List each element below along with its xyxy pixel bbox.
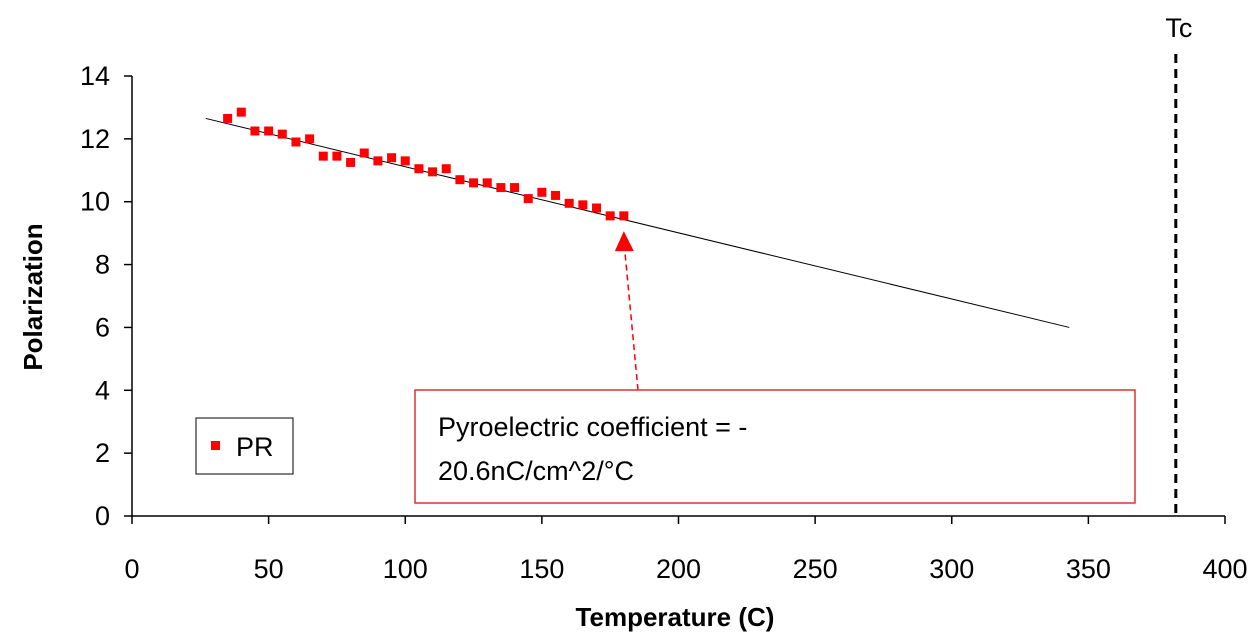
data-point — [373, 156, 383, 166]
x-axis-title: Temperature (C) — [576, 602, 775, 632]
data-point — [359, 148, 369, 158]
data-points — [223, 107, 629, 221]
y-tick-label: 8 — [95, 250, 110, 280]
x-tick-label: 0 — [124, 554, 139, 584]
data-point — [592, 203, 602, 213]
data-point — [414, 164, 424, 174]
data-point — [619, 211, 629, 221]
x-tick-label: 300 — [929, 554, 974, 584]
y-tick-label: 0 — [95, 501, 110, 531]
data-point — [400, 156, 410, 166]
annotation-arrow-head — [614, 231, 634, 252]
annotation-text-line: 20.6nC/cm^2/°C — [438, 456, 634, 486]
data-point — [332, 151, 342, 161]
axes: 0 2 4 6 8 10 12 14 0 50 100 150 200 250 300 350 400 — [80, 61, 1248, 584]
y-tick-label: 14 — [80, 61, 110, 91]
legend: PR — [195, 417, 294, 475]
data-point — [346, 157, 356, 167]
x-tick-label: 150 — [519, 554, 564, 584]
data-point — [523, 194, 533, 204]
data-point — [236, 107, 246, 117]
data-point — [564, 198, 574, 208]
x-tick-label: 400 — [1202, 554, 1247, 584]
data-point — [605, 211, 615, 221]
data-point — [428, 167, 438, 177]
annotation-text-line: Pyroelectric coefficient = - — [438, 412, 747, 442]
x-tick-label: 250 — [793, 554, 838, 584]
legend-marker — [211, 441, 220, 450]
trendline — [205, 117, 1070, 328]
x-tick-label: 50 — [254, 554, 284, 584]
y-tick-label: 6 — [95, 312, 110, 342]
data-point — [537, 187, 547, 197]
y-tick-label: 2 — [95, 438, 110, 468]
y-tick-label: 12 — [80, 124, 110, 154]
data-point — [510, 183, 520, 193]
data-point — [250, 126, 260, 136]
data-point — [291, 137, 301, 147]
reference-line-group: Tc — [1165, 13, 1192, 516]
data-point — [551, 190, 561, 200]
y-tick-label: 10 — [80, 187, 110, 217]
data-point — [496, 183, 506, 193]
x-tick-label: 200 — [656, 554, 701, 584]
data-point — [578, 200, 588, 210]
tc-label: Tc — [1165, 13, 1192, 43]
annotation-arrow-line — [624, 251, 639, 391]
data-point — [223, 113, 233, 123]
data-point — [387, 153, 397, 163]
data-point — [482, 178, 492, 188]
y-tick-label: 4 — [95, 375, 110, 405]
annotation-box — [414, 389, 1136, 504]
legend-label: PR — [236, 432, 274, 462]
annotation-group: Pyroelectric coefficient = - 20.6nC/cm^2/… — [414, 231, 1136, 504]
x-tick-label: 100 — [383, 554, 428, 584]
data-point — [469, 178, 479, 188]
data-point — [277, 129, 287, 139]
trendline-group — [205, 117, 1070, 328]
y-axis-title: Polarization — [18, 223, 48, 370]
data-point — [305, 134, 315, 144]
data-point — [441, 164, 451, 174]
x-tick-label: 350 — [1066, 554, 1111, 584]
data-point — [455, 175, 465, 185]
data-point — [318, 151, 328, 161]
data-point — [264, 126, 274, 136]
